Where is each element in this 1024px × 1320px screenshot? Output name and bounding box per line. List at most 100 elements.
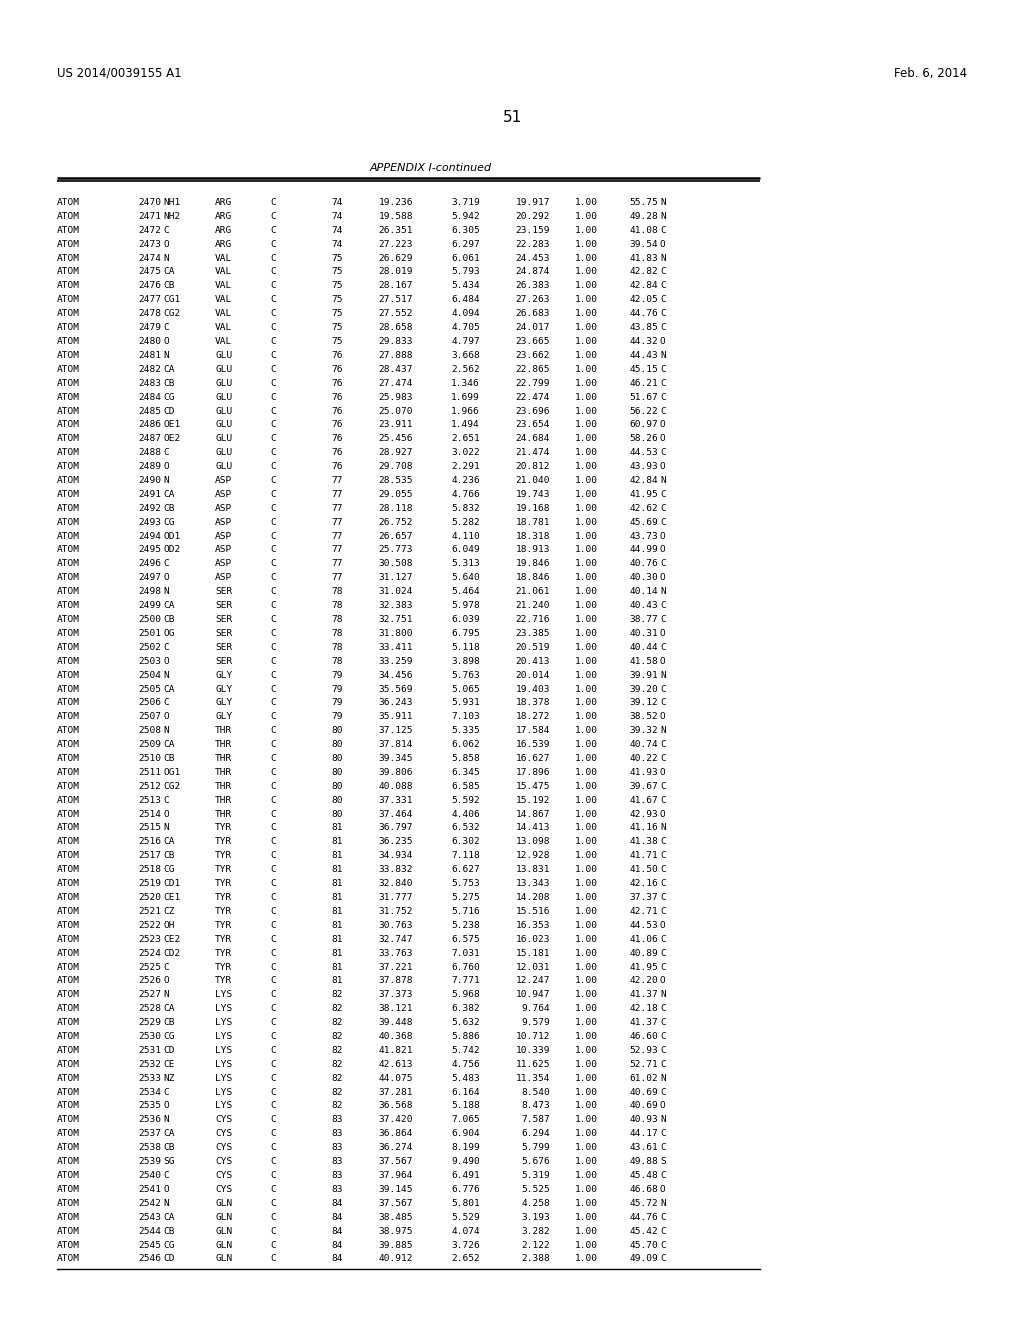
Text: 82: 82 xyxy=(332,1018,343,1027)
Text: 5.801: 5.801 xyxy=(452,1199,480,1208)
Text: GLU: GLU xyxy=(215,364,232,374)
Text: 7.031: 7.031 xyxy=(452,949,480,957)
Text: C: C xyxy=(660,796,666,805)
Text: C: C xyxy=(270,1032,275,1041)
Text: ATOM: ATOM xyxy=(57,392,80,401)
Text: 1.966: 1.966 xyxy=(452,407,480,416)
Text: ATOM: ATOM xyxy=(57,601,80,610)
Text: C: C xyxy=(270,1171,275,1180)
Text: 37.125: 37.125 xyxy=(379,726,413,735)
Text: LYS: LYS xyxy=(215,1088,232,1097)
Text: 2504: 2504 xyxy=(138,671,161,680)
Text: CB: CB xyxy=(163,851,174,861)
Text: 46.68: 46.68 xyxy=(630,1185,658,1193)
Text: 60.97: 60.97 xyxy=(630,420,658,429)
Text: 81: 81 xyxy=(332,949,343,957)
Text: ATOM: ATOM xyxy=(57,935,80,944)
Text: 1.00: 1.00 xyxy=(575,643,598,652)
Text: C: C xyxy=(270,754,275,763)
Text: 38.52: 38.52 xyxy=(630,713,658,721)
Text: C: C xyxy=(270,253,275,263)
Text: 80: 80 xyxy=(332,726,343,735)
Text: C: C xyxy=(660,268,666,276)
Text: C: C xyxy=(270,698,275,708)
Text: 36.274: 36.274 xyxy=(379,1143,413,1152)
Text: C: C xyxy=(660,949,666,957)
Text: 6.776: 6.776 xyxy=(452,1185,480,1193)
Text: 39.32: 39.32 xyxy=(630,726,658,735)
Text: LYS: LYS xyxy=(215,1073,232,1082)
Text: C: C xyxy=(270,921,275,929)
Text: 6.532: 6.532 xyxy=(452,824,480,833)
Text: 40.93: 40.93 xyxy=(630,1115,658,1125)
Text: 42.05: 42.05 xyxy=(630,296,658,305)
Text: 4.705: 4.705 xyxy=(452,323,480,333)
Text: 32.747: 32.747 xyxy=(379,935,413,944)
Text: C: C xyxy=(660,226,666,235)
Text: C: C xyxy=(270,1185,275,1193)
Text: 33.259: 33.259 xyxy=(379,657,413,665)
Text: 4.766: 4.766 xyxy=(452,490,480,499)
Text: 20.413: 20.413 xyxy=(515,657,550,665)
Text: 36.568: 36.568 xyxy=(379,1101,413,1110)
Text: ATOM: ATOM xyxy=(57,1185,80,1193)
Text: 40.088: 40.088 xyxy=(379,781,413,791)
Text: N: N xyxy=(660,587,666,597)
Text: 1.00: 1.00 xyxy=(575,379,598,388)
Text: 41.95: 41.95 xyxy=(630,490,658,499)
Text: C: C xyxy=(270,268,275,276)
Text: 1.00: 1.00 xyxy=(575,462,598,471)
Text: 6.164: 6.164 xyxy=(452,1088,480,1097)
Text: 36.864: 36.864 xyxy=(379,1130,413,1138)
Text: 55.75: 55.75 xyxy=(630,198,658,207)
Text: 32.751: 32.751 xyxy=(379,615,413,624)
Text: ATOM: ATOM xyxy=(57,1254,80,1263)
Text: C: C xyxy=(270,796,275,805)
Text: C: C xyxy=(660,601,666,610)
Text: C: C xyxy=(270,1254,275,1263)
Text: ATOM: ATOM xyxy=(57,545,80,554)
Text: 5.968: 5.968 xyxy=(452,990,480,999)
Text: 2516: 2516 xyxy=(138,837,161,846)
Text: 45.48: 45.48 xyxy=(630,1171,658,1180)
Text: 15.475: 15.475 xyxy=(515,781,550,791)
Text: TYR: TYR xyxy=(215,921,232,929)
Text: 1.00: 1.00 xyxy=(575,268,598,276)
Text: 2545: 2545 xyxy=(138,1241,161,1250)
Text: 4.406: 4.406 xyxy=(452,809,480,818)
Text: 1.00: 1.00 xyxy=(575,865,598,874)
Text: 2482: 2482 xyxy=(138,364,161,374)
Text: 42.71: 42.71 xyxy=(630,907,658,916)
Text: 76: 76 xyxy=(332,364,343,374)
Text: 80: 80 xyxy=(332,809,343,818)
Text: ATOM: ATOM xyxy=(57,851,80,861)
Text: TYR: TYR xyxy=(215,879,232,888)
Text: CA: CA xyxy=(163,1213,174,1222)
Text: 28.118: 28.118 xyxy=(379,504,413,512)
Text: ATOM: ATOM xyxy=(57,615,80,624)
Text: 1.00: 1.00 xyxy=(575,1032,598,1041)
Text: 2520: 2520 xyxy=(138,894,161,902)
Text: 2519: 2519 xyxy=(138,879,161,888)
Text: 83: 83 xyxy=(332,1185,343,1193)
Text: 39.67: 39.67 xyxy=(630,781,658,791)
Text: C: C xyxy=(660,741,666,750)
Text: C: C xyxy=(270,894,275,902)
Text: GLN: GLN xyxy=(215,1226,232,1236)
Text: NH1: NH1 xyxy=(163,198,180,207)
Text: CZ: CZ xyxy=(163,907,174,916)
Text: 58.26: 58.26 xyxy=(630,434,658,444)
Text: C: C xyxy=(660,490,666,499)
Text: 8.540: 8.540 xyxy=(521,1088,550,1097)
Text: 26.629: 26.629 xyxy=(379,253,413,263)
Text: 1.00: 1.00 xyxy=(575,921,598,929)
Text: 49.88: 49.88 xyxy=(630,1158,658,1166)
Text: TYR: TYR xyxy=(215,935,232,944)
Text: ATOM: ATOM xyxy=(57,213,80,220)
Text: C: C xyxy=(163,643,169,652)
Text: ATOM: ATOM xyxy=(57,796,80,805)
Text: CA: CA xyxy=(163,837,174,846)
Text: O: O xyxy=(660,573,666,582)
Text: 29.833: 29.833 xyxy=(379,337,413,346)
Text: 2475: 2475 xyxy=(138,268,161,276)
